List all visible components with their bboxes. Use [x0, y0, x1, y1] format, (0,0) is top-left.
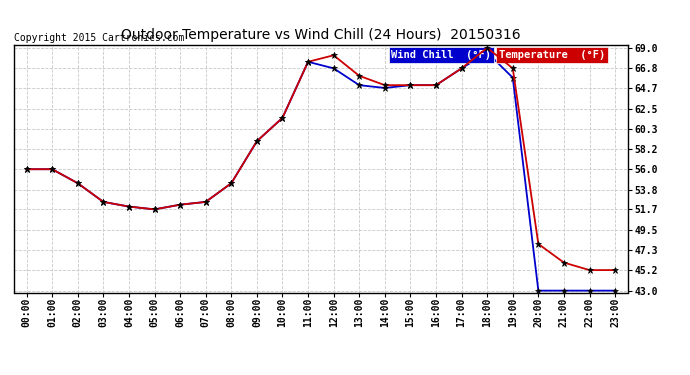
Text: Copyright 2015 Cartronics.com: Copyright 2015 Cartronics.com — [14, 33, 184, 42]
Text: Temperature  (°F): Temperature (°F) — [499, 50, 605, 60]
Title: Outdoor Temperature vs Wind Chill (24 Hours)  20150316: Outdoor Temperature vs Wind Chill (24 Ho… — [121, 28, 521, 42]
Text: Wind Chill  (°F): Wind Chill (°F) — [391, 50, 491, 60]
